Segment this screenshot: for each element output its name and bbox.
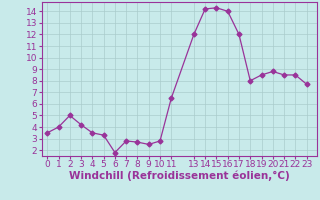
X-axis label: Windchill (Refroidissement éolien,°C): Windchill (Refroidissement éolien,°C) — [69, 171, 290, 181]
